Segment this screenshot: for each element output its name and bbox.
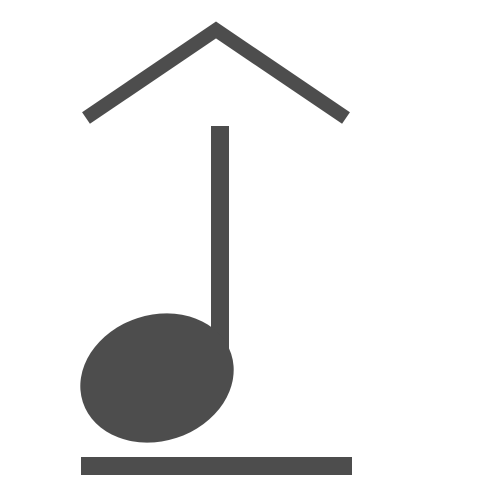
baseline-bar xyxy=(81,457,352,475)
note-stem xyxy=(211,126,229,376)
note-head xyxy=(80,313,234,443)
upload-chevron-icon xyxy=(82,21,350,124)
